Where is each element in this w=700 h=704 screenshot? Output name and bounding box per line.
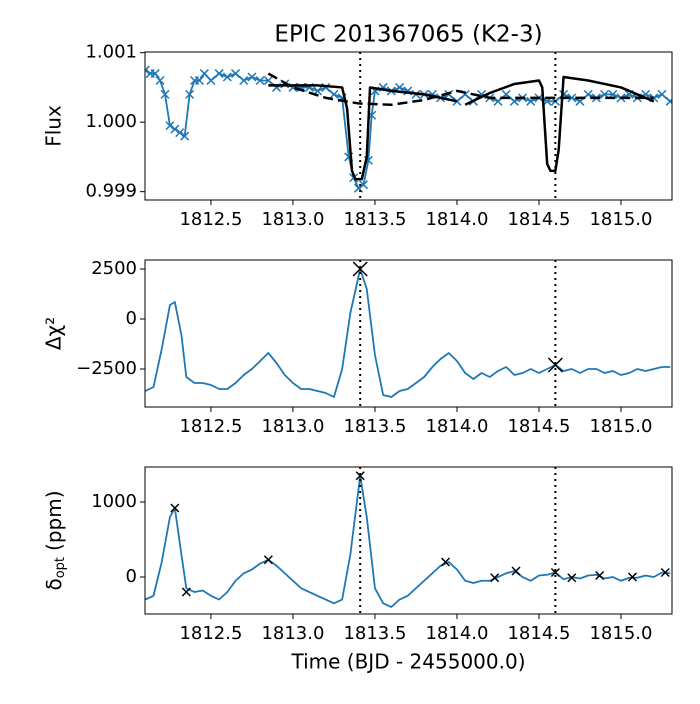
series-line	[267, 72, 654, 107]
x-tick-label: 1814.0	[425, 623, 488, 644]
data-point	[160, 89, 170, 99]
y-label-unit: (ppm)	[42, 490, 66, 550]
data-point	[247, 72, 257, 82]
y-tick-label: −2500	[76, 358, 137, 379]
plot-area	[145, 467, 671, 614]
data-point	[180, 131, 190, 141]
data-point	[239, 75, 249, 86]
x-tick-label: 1815.0	[589, 623, 652, 644]
data-point	[627, 572, 638, 582]
data-point	[329, 89, 339, 99]
x-tick-label: 1812.5	[179, 209, 242, 230]
data-point	[263, 555, 273, 565]
x-tick-label: 1814.0	[425, 416, 488, 437]
data-point	[165, 121, 175, 131]
data-point	[263, 75, 273, 86]
y-tick-label: 0.999	[85, 181, 137, 202]
data-point	[175, 128, 185, 138]
x-tick-label: 1814.5	[507, 209, 570, 230]
data-point	[170, 124, 180, 134]
panel: 1812.5 1813.0 1813.5 1814.0 1814.5 1815.0 0 100…	[42, 466, 673, 674]
data-point	[395, 82, 405, 92]
x-tick-label: 1815.0	[589, 209, 652, 230]
axes-frame	[144, 466, 673, 615]
x-tick-label: 1815.0	[589, 416, 652, 437]
data-point	[352, 261, 368, 277]
data-point	[155, 75, 165, 86]
data-point	[595, 570, 605, 581]
data-point	[255, 75, 265, 86]
panel: 1812.5 1813.0 1813.5 1814.0 1814.5 1815.0 −250…	[42, 258, 673, 437]
x-tick-label: 1812.5	[179, 623, 242, 644]
plot-area	[145, 260, 671, 407]
data-point	[547, 357, 563, 373]
data-point	[567, 573, 577, 583]
y-tick-label: 1000	[91, 491, 137, 512]
panel: 1812.5 1813.0 1813.5 1814.0 1814.5 1815.0 0.99…	[42, 22, 673, 230]
data-point	[511, 566, 521, 576]
series-line	[145, 268, 671, 398]
x-tick-label: 1814.0	[425, 209, 488, 230]
y-axis-label: δopt (ppm)	[42, 490, 68, 590]
x-tick-label: 1813.0	[261, 623, 324, 644]
data-point	[222, 72, 232, 82]
x-tick-label: 1813.5	[343, 416, 406, 437]
data-point	[181, 587, 191, 597]
data-point	[358, 180, 369, 190]
data-point	[440, 557, 451, 567]
data-point	[185, 89, 195, 99]
plot-area	[145, 52, 672, 200]
data-point	[355, 471, 365, 481]
x-tick-label: 1812.5	[179, 416, 242, 437]
data-point	[206, 75, 216, 86]
data-point	[194, 75, 204, 86]
data-point	[660, 567, 670, 578]
data-point	[657, 89, 667, 99]
x-axis-label: Time (BJD - 2455000.0)	[290, 650, 525, 674]
x-tick-label: 1814.5	[507, 416, 570, 437]
data-point	[150, 69, 160, 79]
y-axis-label: Flux	[42, 105, 66, 147]
x-tick-label: 1813.5	[343, 209, 406, 230]
axes-frame	[144, 51, 673, 201]
data-point	[567, 93, 577, 103]
data-point	[199, 69, 209, 79]
data-point	[214, 69, 224, 79]
x-tick-label: 1814.5	[507, 623, 570, 644]
data-point	[550, 567, 560, 578]
x-tick-label: 1813.0	[261, 209, 324, 230]
data-point	[231, 69, 241, 79]
y-tick-label: 0	[126, 308, 137, 329]
y-axis-label: Δχ²	[42, 317, 66, 350]
y-tick-label: 2500	[91, 258, 137, 279]
y-tick-label: 0	[126, 566, 137, 587]
y-label-subscript: opt	[53, 557, 68, 578]
y-tick-label: 1.000	[85, 111, 137, 132]
chart-title: EPIC 201367065 (K2-3)	[274, 22, 542, 48]
y-tick-label: 1.001	[85, 42, 137, 63]
data-point	[354, 183, 364, 193]
data-point	[665, 96, 672, 106]
axes-frame	[144, 259, 673, 408]
data-point	[490, 573, 500, 583]
series-line	[268, 75, 655, 181]
series-line	[145, 69, 671, 190]
data-point	[170, 503, 180, 513]
x-tick-label: 1813.5	[343, 623, 406, 644]
series-line	[145, 474, 671, 608]
x-tick-label: 1813.0	[261, 416, 324, 437]
y-label-symbol: δ	[42, 578, 66, 590]
